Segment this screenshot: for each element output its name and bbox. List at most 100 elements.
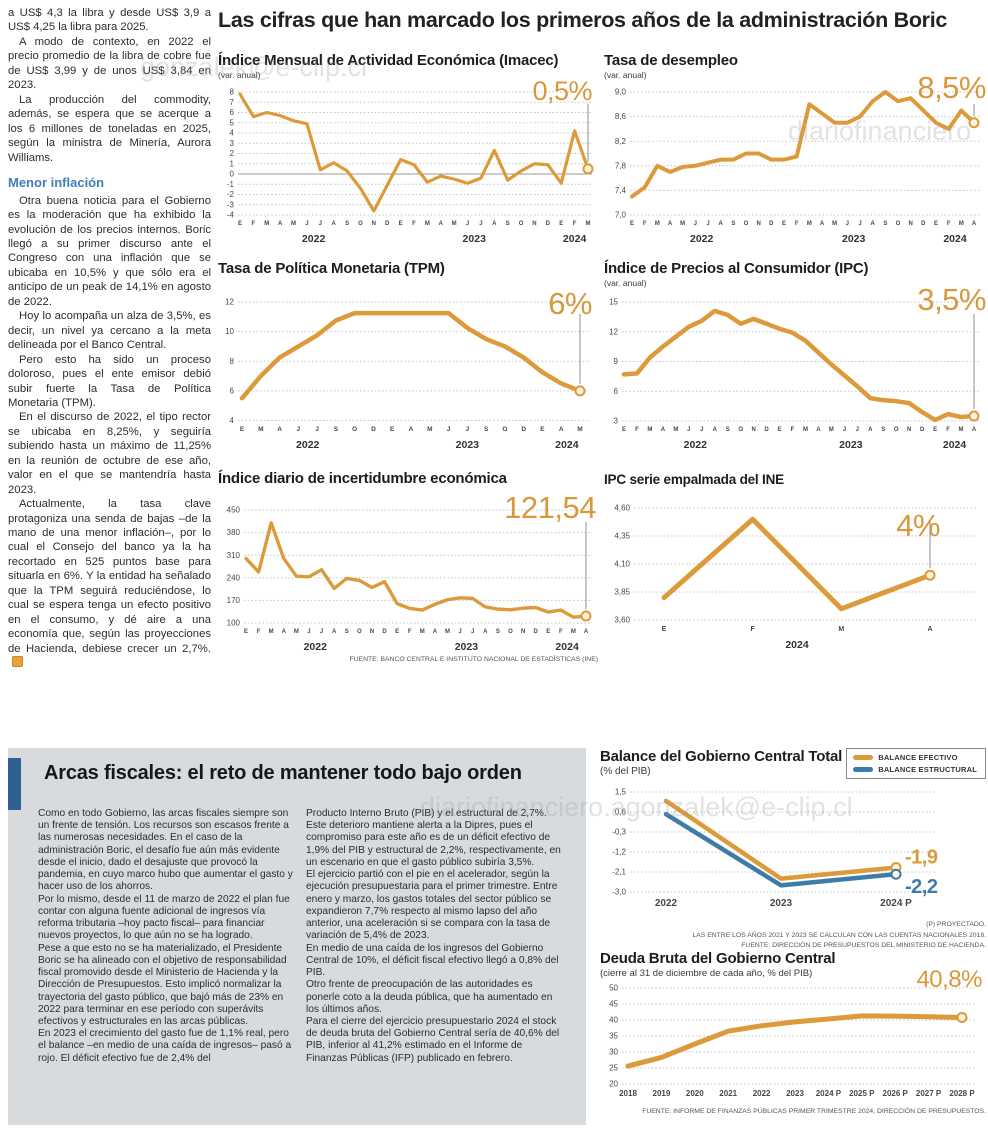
fiscal-title: Arcas fiscales: el reto de mantener todo…	[44, 762, 522, 784]
svg-text:2023: 2023	[770, 898, 793, 909]
svg-text:O: O	[896, 221, 901, 227]
svg-text:100: 100	[227, 619, 241, 628]
svg-text:2023: 2023	[839, 439, 863, 451]
svg-text:50: 50	[609, 984, 618, 993]
svg-text:F: F	[751, 626, 756, 633]
svg-text:N: N	[532, 221, 536, 227]
svg-text:M: M	[647, 427, 652, 433]
svg-text:M: M	[294, 629, 299, 635]
svg-text:F: F	[947, 221, 951, 227]
svg-text:8: 8	[230, 88, 235, 97]
chart-title: Deuda Bruta del Gobierno Central	[600, 950, 836, 967]
svg-text:-1,9: -1,9	[905, 847, 938, 869]
svg-text:-0,3: -0,3	[612, 828, 626, 837]
svg-text:12: 12	[225, 298, 234, 307]
svg-text:E: E	[934, 221, 938, 227]
svg-text:M: M	[425, 221, 430, 227]
svg-text:2019: 2019	[653, 1089, 671, 1098]
svg-text:J: J	[466, 221, 469, 227]
paragraph: Otra buena noticia para el Gobierno es l…	[8, 194, 211, 308]
svg-text:O: O	[502, 426, 507, 433]
svg-text:3,85: 3,85	[614, 588, 630, 597]
svg-text:10: 10	[225, 327, 234, 336]
svg-text:2023: 2023	[456, 439, 480, 451]
svg-text:D: D	[921, 221, 926, 227]
svg-text:F: F	[252, 221, 256, 227]
paragraph: Otro frente de preocupación de las autor…	[306, 979, 553, 1015]
chart-subtitle: (cierre al 31 de diciembre de cada año, …	[600, 968, 813, 979]
svg-text:M: M	[420, 629, 425, 635]
chart-title: Tasa de desempleo	[604, 52, 738, 69]
svg-text:M: M	[445, 629, 450, 635]
svg-text:O: O	[894, 427, 899, 433]
svg-text:-3,0: -3,0	[612, 888, 626, 897]
svg-text:S: S	[881, 427, 885, 433]
svg-text:A: A	[713, 427, 718, 433]
svg-text:E: E	[662, 626, 667, 633]
svg-text:A: A	[559, 426, 564, 433]
svg-text:A: A	[718, 221, 723, 227]
svg-text:A: A	[661, 427, 666, 433]
svg-text:M: M	[452, 221, 457, 227]
svg-text:N: N	[751, 427, 755, 433]
svg-text:O: O	[508, 629, 513, 635]
svg-text:6: 6	[230, 108, 235, 117]
svg-text:E: E	[559, 221, 563, 227]
svg-text:N: N	[370, 629, 374, 635]
svg-text:8,2: 8,2	[615, 137, 627, 146]
chart-deuda: Deuda Bruta del Gobierno Central (cierre…	[600, 950, 988, 1128]
svg-text:2024: 2024	[563, 233, 587, 245]
svg-text:J: J	[458, 629, 461, 635]
ipc-plot: 15 12 9 6 3 E F M A M J J A S O N D E F M A M J J A S O N D E F M A 2022 2…	[604, 296, 988, 452]
svg-text:2026 P: 2026 P	[883, 1089, 909, 1098]
svg-text:12: 12	[609, 327, 618, 336]
fiscal-box: Arcas fiscales: el reto de mantener todo…	[8, 748, 586, 1125]
svg-text:S: S	[731, 221, 735, 227]
legend-label: BALANCE EFECTIVO	[878, 753, 958, 762]
paragraph: La producción del commodity, además, se …	[8, 93, 211, 164]
svg-text:N: N	[908, 221, 912, 227]
svg-text:A: A	[868, 427, 873, 433]
svg-text:2022: 2022	[296, 439, 320, 451]
svg-text:E: E	[240, 426, 245, 433]
paragraph: En 2023 el crecimiento del gasto fue de …	[38, 1028, 292, 1064]
desempleo-plot: 9,0 8,6 8,2 7,8 7,4 7,0 E F M A M J J A S O N D E F M A M J J A S O…	[604, 86, 988, 246]
svg-text:E: E	[244, 629, 248, 635]
svg-text:N: N	[907, 427, 911, 433]
svg-text:M: M	[959, 221, 964, 227]
chart-subtitle: (var. anual)	[604, 278, 647, 288]
svg-text:30: 30	[609, 1048, 618, 1057]
svg-text:9: 9	[614, 357, 619, 366]
svg-text:J: J	[307, 629, 310, 635]
svg-text:M: M	[673, 427, 678, 433]
paragraph: (P) PROYECTADO.	[926, 921, 986, 928]
svg-text:4: 4	[230, 129, 235, 138]
svg-text:7,4: 7,4	[615, 186, 627, 195]
svg-text:M: M	[291, 221, 296, 227]
svg-text:S: S	[726, 427, 730, 433]
svg-text:-2,1: -2,1	[612, 868, 626, 877]
svg-text:J: J	[700, 427, 703, 433]
svg-text:9,0: 9,0	[615, 88, 627, 97]
legend-swatch-icon	[853, 767, 874, 772]
svg-text:S: S	[484, 426, 489, 433]
chart-ipc: Índice de Precios al Consumidor (IPC) (v…	[604, 260, 988, 452]
desempleo-current-value: 8,5%	[917, 70, 986, 105]
svg-text:-2: -2	[227, 190, 235, 199]
deuda-plot: 50 45 40 35 30 25 20 2018 2019 2020 2021 2022 2023 20…	[600, 982, 988, 1106]
svg-text:F: F	[573, 221, 577, 227]
svg-text:A: A	[668, 221, 673, 227]
svg-text:F: F	[412, 221, 416, 227]
svg-text:E: E	[933, 427, 937, 433]
svg-text:2025 P: 2025 P	[849, 1089, 875, 1098]
end-of-article-icon	[12, 656, 23, 668]
chart-footnotes: (P) PROYECTADO. LAS ENTRE LOS AÑOS 2021 Y…	[600, 920, 986, 952]
svg-text:8: 8	[230, 357, 235, 366]
legend-item: BALANCE EFECTIVO	[853, 753, 977, 762]
svg-text:S: S	[345, 221, 349, 227]
svg-text:J: J	[687, 427, 690, 433]
svg-text:-2,2: -2,2	[905, 876, 938, 898]
svg-text:N: N	[372, 221, 376, 227]
balance-plot: 1,5 0,6 -0,3 -1,2 -2,1 -3,0 2022 2023 2024 P -1,9…	[600, 786, 988, 916]
svg-text:O: O	[738, 427, 743, 433]
